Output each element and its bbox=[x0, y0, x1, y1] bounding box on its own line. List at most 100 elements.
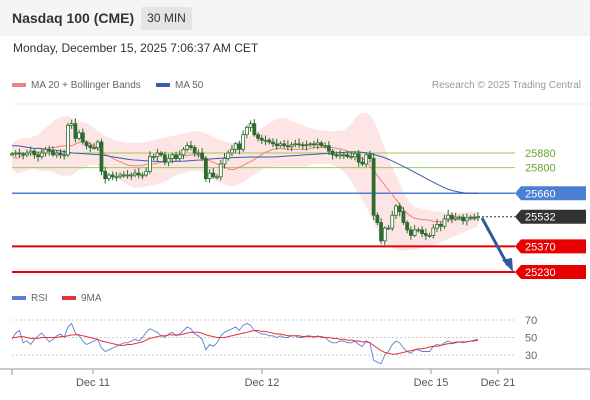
candle-body bbox=[379, 222, 383, 242]
candle-body bbox=[431, 227, 436, 236]
rsi-line bbox=[11, 322, 479, 365]
candle-body bbox=[386, 227, 391, 230]
candle-body bbox=[252, 123, 257, 136]
candle-body bbox=[338, 154, 342, 157]
candle-body bbox=[382, 227, 387, 242]
candle-body bbox=[468, 216, 473, 219]
candle-body bbox=[435, 223, 439, 229]
candle-body bbox=[300, 144, 305, 147]
candle-body bbox=[230, 148, 234, 154]
candle-body bbox=[140, 174, 145, 177]
legend-ma20: MA 20 + Bollinger Bands bbox=[12, 80, 141, 91]
candle-body bbox=[364, 154, 369, 165]
x-tick-label: Dec 21 bbox=[481, 377, 516, 389]
candle-body bbox=[394, 205, 398, 216]
level-label-25800: 25800 bbox=[525, 163, 556, 175]
candle-body bbox=[73, 123, 78, 139]
candle-body bbox=[353, 153, 357, 158]
candle-body bbox=[248, 123, 253, 128]
candle-body bbox=[464, 217, 469, 222]
level-label-25660: 25660 bbox=[525, 188, 556, 200]
candle-body bbox=[32, 150, 37, 156]
candle-body bbox=[159, 152, 164, 156]
candle-body bbox=[226, 152, 231, 159]
candle-body bbox=[476, 216, 480, 219]
candle-body bbox=[103, 170, 108, 180]
candle-body bbox=[189, 145, 193, 148]
x-tick-label: Dec 12 bbox=[245, 377, 280, 389]
candle-body bbox=[438, 223, 443, 227]
candle-body bbox=[218, 163, 223, 178]
candle-body bbox=[39, 152, 44, 158]
candle-body bbox=[371, 158, 376, 216]
candle-body bbox=[129, 174, 134, 177]
ma9-swatch bbox=[62, 296, 76, 301]
candle-body bbox=[99, 141, 104, 172]
candle-body bbox=[200, 152, 205, 159]
candle-body bbox=[401, 211, 406, 223]
candle-body bbox=[233, 143, 238, 150]
candle-body bbox=[334, 154, 339, 157]
level-label-25532: 25532 bbox=[525, 212, 556, 224]
level-tag-25230 bbox=[515, 265, 586, 279]
candle-body bbox=[408, 229, 413, 236]
candle-body bbox=[241, 134, 246, 150]
candle-body bbox=[166, 158, 171, 163]
candle-body bbox=[125, 174, 130, 177]
candle-body bbox=[278, 143, 283, 147]
x-tick-label: Dec 15 bbox=[414, 377, 449, 389]
candle-body bbox=[461, 216, 465, 222]
candle-body bbox=[181, 148, 186, 156]
candle-body bbox=[285, 145, 290, 148]
candle-body bbox=[308, 143, 313, 146]
candle-body bbox=[282, 143, 287, 147]
candle-body bbox=[405, 222, 410, 231]
candle-body bbox=[263, 139, 268, 142]
candle-body bbox=[144, 170, 149, 176]
chart-datetime: Monday, December 15, 2025 7:06:37 AM CET bbox=[13, 41, 259, 55]
candle-body bbox=[21, 153, 26, 156]
candle-body bbox=[92, 147, 96, 149]
candle-body bbox=[323, 145, 328, 148]
candle-body bbox=[244, 126, 249, 136]
candle-body bbox=[203, 158, 208, 180]
candle-body bbox=[62, 154, 67, 157]
x-tick-label: Dec 11 bbox=[76, 377, 110, 389]
candle-body bbox=[107, 174, 111, 180]
level-label-25370: 25370 bbox=[525, 241, 556, 253]
candle-body bbox=[304, 144, 309, 147]
candle-body bbox=[423, 233, 428, 236]
rsi-9ma-line bbox=[12, 330, 479, 355]
candle-body bbox=[360, 161, 365, 165]
level-tag-25532 bbox=[515, 209, 586, 224]
legend-ma50-label: MA 50 bbox=[175, 80, 204, 91]
candle-body bbox=[10, 153, 14, 156]
candle-body bbox=[326, 145, 331, 152]
legend-9ma: 9MA bbox=[62, 293, 102, 304]
legend-ma20-label: MA 20 + Bollinger Bands bbox=[31, 80, 141, 91]
candle-body bbox=[289, 144, 294, 147]
candle-body bbox=[356, 153, 361, 163]
ma50-swatch bbox=[156, 83, 170, 88]
ma20-line bbox=[11, 141, 478, 223]
candle-body bbox=[315, 142, 320, 146]
rsi-tick-label: 50 bbox=[525, 333, 537, 345]
candle-body bbox=[114, 176, 119, 179]
candle-body bbox=[450, 214, 454, 220]
candle-body bbox=[442, 218, 447, 227]
candle-body bbox=[412, 229, 417, 236]
candle-body bbox=[28, 150, 33, 154]
legend-ma50: MA 50 bbox=[156, 80, 203, 91]
candle-body bbox=[80, 132, 85, 143]
candle-body bbox=[267, 139, 272, 143]
candle-body bbox=[446, 214, 451, 220]
candle-body bbox=[47, 148, 52, 152]
candle-body bbox=[88, 145, 93, 148]
candle-body bbox=[25, 152, 29, 156]
chart-header: Nasdaq 100 (CME) 30 MIN bbox=[0, 0, 590, 36]
candle-body bbox=[457, 216, 462, 219]
candle-body bbox=[345, 154, 350, 158]
level-label-25230: 25230 bbox=[525, 267, 556, 279]
timeframe-badge[interactable]: 30 MIN bbox=[141, 7, 192, 30]
